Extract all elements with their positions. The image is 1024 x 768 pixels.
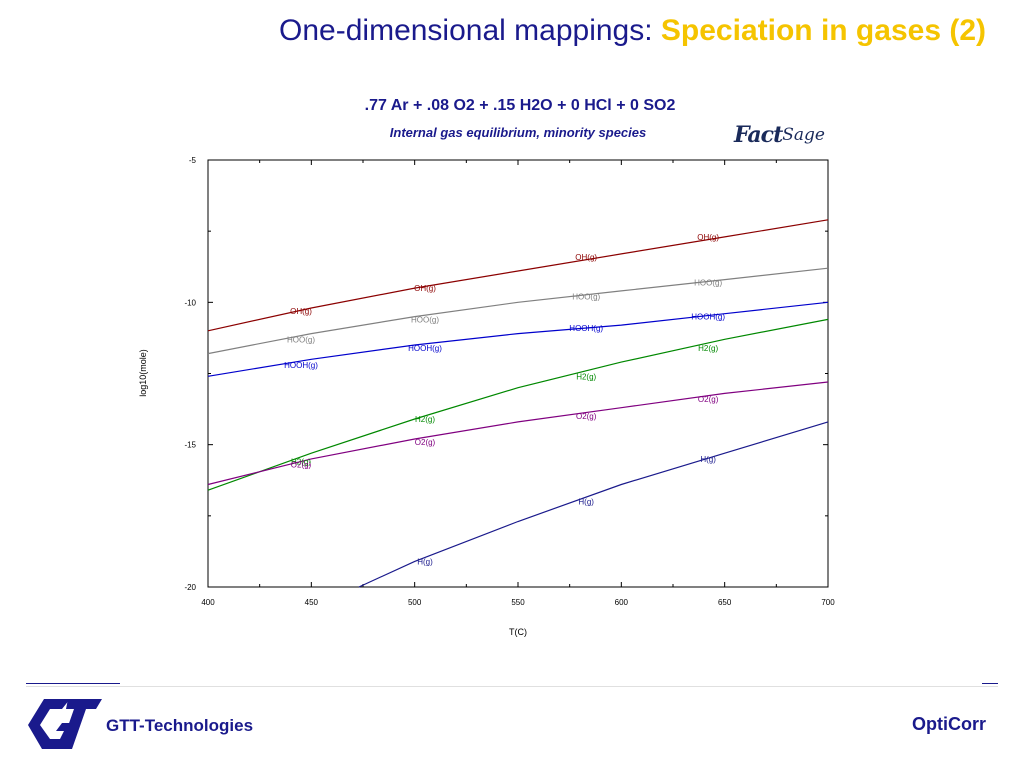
x-tick-label: 700 (821, 598, 835, 607)
series-label: H2(g) (576, 372, 596, 381)
series-label: OH(g) (575, 253, 597, 262)
axes-layer: 400 450 500 550 600 650 700 -5 -10 -15 -20 (184, 156, 835, 607)
series-label: HOO(g) (287, 335, 315, 344)
series-label: OH(g) (290, 307, 312, 316)
series-label: HOO(g) (572, 293, 600, 302)
slide-title-accent: Speciation in gases (2) (660, 14, 986, 47)
series-line-o2g (207, 381, 829, 486)
series-label: HOOH(g) (569, 324, 603, 333)
series-label: O2(g) (291, 461, 312, 470)
product-name: OptiCorr (912, 714, 986, 734)
series-label: HOOH(g) (284, 361, 318, 370)
series-label: HOO(g) (411, 315, 439, 324)
series-label: OH(g) (414, 284, 436, 293)
x-tick-label: 500 (408, 598, 422, 607)
series-line-h2g (207, 318, 829, 491)
footer-accent-right (982, 683, 998, 684)
y-tick-label: -5 (189, 156, 197, 165)
x-tick-label: 600 (615, 598, 629, 607)
gtt-logo-icon (28, 699, 102, 749)
x-axis-label: T(C) (509, 627, 527, 637)
series-label: HOOH(g) (691, 313, 725, 322)
company-name: GTT-Technologies (106, 716, 254, 735)
x-tick-label: 450 (305, 598, 319, 607)
series-label: H2(g) (415, 415, 435, 424)
series-label: O2(g) (698, 395, 719, 404)
series-label: O2(g) (576, 412, 597, 421)
series-label: H2(g) (698, 344, 718, 353)
y-axis-label: log10(mole) (138, 349, 148, 397)
series-label: HOOH(g) (408, 344, 442, 353)
series-label: OH(g) (697, 233, 719, 242)
plot-frame (207, 159, 829, 588)
labels-layer: OH(g) OH(g) OH(g) OH(g) HOO(g) HOO(g) HOO(g) HO… (284, 233, 725, 567)
footer-accent-left (26, 683, 120, 684)
footer-divider (26, 686, 998, 687)
series-label: H(g) (578, 498, 594, 507)
series-line-hg (358, 421, 829, 588)
series-line-hoog (207, 267, 829, 355)
chart-title: .77 Ar + .08 O2 + .15 H2O + 0 HCl + 0 SO… (365, 97, 676, 114)
series-label: HOO(g) (694, 278, 722, 287)
factsage-logo-sage: Sage (782, 125, 825, 145)
series-line-ohg (207, 219, 829, 332)
series-label: O2(g) (415, 438, 436, 447)
x-tick-label: 550 (511, 598, 525, 607)
x-tick-label: 400 (201, 598, 215, 607)
factsage-logo: Fact Sage (734, 118, 825, 152)
chart-subtitle: Internal gas equilibrium, minority speci… (390, 125, 646, 140)
slide-title: One-dimensional mappings: Speciation in … (279, 14, 986, 48)
series-label: H(g) (700, 455, 716, 464)
y-tick-label: -20 (184, 583, 196, 592)
speciation-chart: .77 Ar + .08 O2 + .15 H2O + 0 HCl + 0 SO… (138, 97, 835, 637)
slide-title-main: One-dimensional mappings: (279, 14, 661, 47)
x-tick-label: 650 (718, 598, 732, 607)
y-tick-label: -10 (184, 298, 196, 307)
series-layer (207, 219, 829, 588)
factsage-logo-fact: Fact (734, 122, 783, 148)
series-label: H(g) (417, 557, 433, 566)
series-line-hoohg (207, 301, 829, 377)
y-tick-label: -15 (184, 441, 196, 450)
series-label: H2(g) (291, 458, 311, 467)
chart-container: .77 Ar + .08 O2 + .15 H2O + 0 HCl + 0 SO… (138, 97, 835, 637)
